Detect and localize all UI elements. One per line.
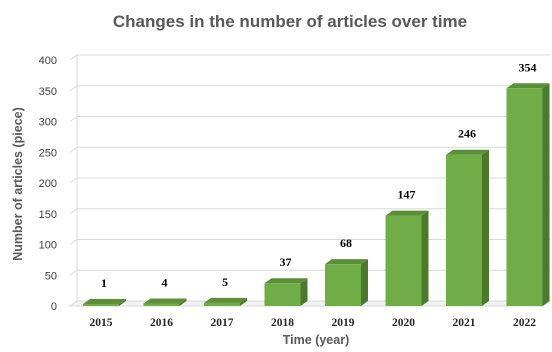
bar-top (506, 83, 550, 89)
bar-side (119, 299, 126, 306)
data-labels: 1 4 5 37 68 147 246 354 (101, 60, 537, 290)
bar (264, 278, 308, 306)
data-label: 147 (398, 188, 416, 202)
x-tick-label: 2016 (150, 317, 173, 329)
bars (83, 83, 550, 306)
bar-top (204, 297, 247, 303)
chart-floor (68, 300, 552, 307)
gridline-side (69, 208, 78, 215)
bar-front (385, 215, 422, 306)
bar (506, 83, 550, 306)
y-tick-label: 300 (39, 117, 57, 129)
bar (143, 298, 187, 306)
bar (325, 259, 368, 306)
x-tick-label: 2018 (271, 317, 294, 329)
x-axis-ticks: 2015 2016 2017 2018 2019 2020 2021 2022 (90, 317, 537, 329)
data-label: 354 (519, 60, 537, 74)
bar-side (179, 298, 187, 306)
bar-side (421, 210, 429, 306)
bar-front (325, 264, 361, 306)
gridline-side (69, 146, 78, 153)
y-tick-label: 150 (39, 209, 57, 221)
y-tick-label: 350 (39, 86, 57, 98)
gridline-side (69, 85, 78, 92)
y-tick-label: 100 (39, 240, 57, 252)
bar-front (506, 88, 543, 306)
data-label: 37 (280, 255, 292, 269)
data-label: 1 (101, 276, 107, 290)
bar (204, 297, 247, 306)
y-axis-ticks: 0 50 100 150 200 250 300 350 400 (39, 55, 57, 313)
bar-side (300, 278, 308, 306)
gridline-side (69, 177, 78, 184)
gridline-side (69, 54, 78, 61)
x-tick-label: 2015 (90, 317, 113, 329)
x-tick-label: 2021 (453, 317, 476, 329)
bar (83, 299, 126, 306)
data-label: 246 (458, 127, 476, 141)
bar-side (240, 297, 247, 306)
bar (385, 210, 429, 306)
y-tick-label: 400 (39, 55, 57, 67)
bar-front (83, 304, 119, 306)
x-tick-label: 2019 (332, 317, 355, 329)
bar-front (264, 283, 301, 306)
bar (446, 149, 489, 306)
data-label: 5 (222, 275, 228, 289)
y-tick-label: 200 (39, 178, 57, 190)
grid (69, 54, 550, 301)
gridline-side (69, 269, 78, 276)
x-tick-label: 2017 (211, 317, 234, 329)
floor-plane (68, 300, 552, 307)
gridline-side (69, 239, 78, 245)
bar-top (325, 259, 368, 265)
bar-top (83, 299, 126, 304)
chart-title: Changes in the number of articles over t… (113, 12, 467, 31)
bar-front (204, 302, 240, 306)
x-tick-label: 2022 (513, 317, 536, 329)
data-label: 68 (340, 236, 352, 250)
gridline-side (69, 116, 78, 122)
bar-side (542, 83, 550, 306)
x-tick-label: 2020 (392, 317, 415, 329)
bar-top (385, 210, 429, 216)
data-label: 4 (162, 276, 168, 290)
y-tick-label: 50 (45, 270, 57, 282)
bar-side (482, 149, 489, 306)
y-tick-label: 250 (39, 147, 57, 159)
bar-front (446, 154, 482, 306)
bar-top (264, 278, 308, 284)
bar-top (143, 298, 187, 304)
bar-front (143, 303, 180, 306)
bar-top (446, 149, 489, 155)
bar-side (361, 259, 368, 306)
y-axis-label: Number of articles (piece) (11, 107, 25, 261)
x-axis-label: Time (year) (283, 333, 349, 347)
y-tick-label: 0 (51, 301, 57, 313)
